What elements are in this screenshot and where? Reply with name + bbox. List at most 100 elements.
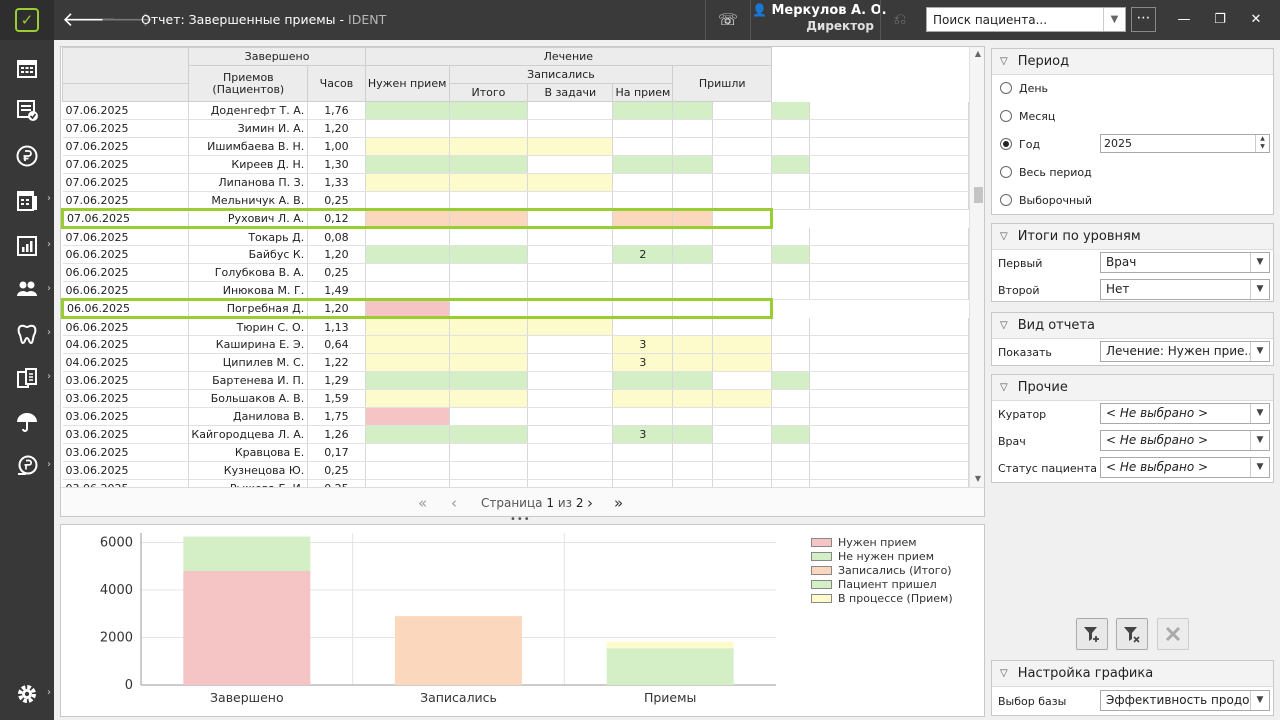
patient-status-select[interactable]: < Не выбрано > ▼ — [1100, 457, 1270, 478]
header-treatment[interactable]: Лечение — [364, 47, 773, 66]
next-page-icon[interactable]: › — [587, 494, 593, 512]
sidebar-item-analytics[interactable]: › — [0, 228, 54, 264]
table-row[interactable]: 03.06.2025 Кравцова Е. 0,17 — [62, 443, 969, 462]
levels-header[interactable]: ▽ Итоги по уровням — [992, 224, 1273, 250]
radio-button[interactable] — [1000, 194, 1012, 206]
sidebar-item-insurance[interactable] — [0, 404, 54, 440]
chevron-down-icon[interactable]: ▼ — [1250, 458, 1269, 477]
table-row[interactable]: 07.06.2025 Токарь Д. 0,08 — [62, 227, 969, 246]
curator-select[interactable]: < Не выбрано > ▼ — [1100, 403, 1270, 424]
spin-arrows-icon[interactable]: ▲ ▼ — [1255, 135, 1269, 152]
table-row[interactable]: 06.06.2025 Погребная Д. 1,20 — [61, 298, 969, 319]
period-option[interactable]: День — [1000, 79, 1048, 97]
reset-button[interactable] — [1157, 618, 1189, 650]
restore-icon[interactable]: ❐ — [1214, 12, 1226, 27]
radio-button[interactable] — [1000, 138, 1012, 150]
period-header[interactable]: ▽ Период — [992, 49, 1273, 75]
period-option[interactable]: Выборочный — [1000, 191, 1092, 209]
header-signed[interactable]: Записались — [448, 65, 674, 84]
view-header[interactable]: ▽ Вид отчета — [992, 313, 1273, 339]
search-input[interactable] — [927, 8, 1103, 31]
first-page-icon[interactable]: « — [418, 494, 428, 512]
forward-arrow-icon[interactable]: 🡒 — [100, 7, 154, 31]
table-row[interactable]: 07.06.2025 Липанова П. З. 1,33 — [62, 173, 969, 192]
report-grid[interactable]: Завершено Лечение Приемов (Пациентов) Ча… — [61, 47, 969, 487]
chevron-down-icon[interactable]: ▼ — [1103, 8, 1125, 31]
app-logo[interactable]: ✓ — [0, 0, 54, 40]
scroll-thumb[interactable] — [974, 187, 983, 203]
sidebar-item-payments[interactable]: › — [0, 448, 54, 484]
table-row[interactable]: 07.06.2025 Ишимбаева В. Н. 1,00 — [62, 137, 969, 156]
radio-button[interactable] — [1000, 166, 1012, 178]
sidebar-item-schedule[interactable] — [0, 50, 54, 86]
sidebar-item-patients[interactable]: › — [0, 272, 54, 308]
panel-splitter[interactable]: ••• — [510, 514, 531, 525]
patient-search[interactable]: ▼ — [926, 7, 1126, 32]
sidebar-item-dental[interactable]: › — [0, 316, 54, 352]
header-need-visit[interactable]: Нужен прием — [364, 65, 450, 102]
table-row[interactable]: 03.06.2025 Бартенева И. П. 1,29 — [62, 371, 969, 390]
user-info[interactable]: 👤 Меркулов А. О. Директор — [752, 3, 887, 33]
scroll-down-icon[interactable]: ▼ — [974, 474, 982, 483]
prev-page-icon[interactable]: ‹ — [451, 494, 457, 512]
show-select[interactable]: Лечение: Нужен прие... ▼ — [1100, 341, 1270, 362]
chart-settings-header[interactable]: ▽ Настройка графика — [992, 661, 1273, 687]
table-row[interactable]: 07.06.2025 Киреев Д. Н. 1,30 — [62, 155, 969, 174]
base-select[interactable]: Эффективность продо... ▼ — [1100, 690, 1270, 711]
radio-button[interactable] — [1000, 110, 1012, 122]
doctor-select[interactable]: < Не выбрано > ▼ — [1100, 430, 1270, 451]
table-row[interactable]: 03.06.2025 Кузнецова Ю. 0,25 — [62, 461, 969, 480]
table-row[interactable]: 06.06.2025 Голубкова В. А. 0,25 — [62, 263, 969, 282]
header-to-tasks[interactable]: В задачи — [527, 83, 614, 102]
apply-filter-button[interactable] — [1076, 618, 1108, 650]
last-page-icon[interactable]: » — [614, 494, 624, 512]
more-button[interactable]: ⋯ — [1131, 7, 1156, 32]
back-arrow-icon[interactable]: 🡐 — [62, 7, 116, 31]
header-to-visit[interactable]: На прием — [612, 83, 674, 102]
minimize-icon[interactable]: — — [1177, 12, 1191, 27]
grid-scrollbar[interactable]: ▲ ▼ — [969, 47, 984, 487]
table-row[interactable]: 03.06.2025 Большаков А. В. 1,59 — [62, 389, 969, 408]
chevron-down-icon[interactable]: ▼ — [1250, 431, 1269, 450]
return-icon[interactable]: ⎌ — [893, 9, 907, 28]
clear-filter-button[interactable] — [1116, 618, 1148, 650]
table-row[interactable]: 06.06.2025 Инюкова М. Г. 1,49 — [62, 281, 969, 300]
second-level-select[interactable]: Нет ▼ — [1100, 279, 1270, 300]
other-header[interactable]: ▽ Прочие — [992, 375, 1273, 401]
period-option[interactable]: Весь период — [1000, 163, 1092, 181]
table-row[interactable]: 04.06.2025 Ципилев М. С. 1,22 3 — [62, 353, 969, 372]
radio-button[interactable] — [1000, 82, 1012, 94]
header-completed[interactable]: Завершено — [188, 47, 366, 66]
chevron-down-icon[interactable]: ▼ — [1250, 253, 1269, 272]
sidebar-item-finance[interactable] — [0, 138, 54, 174]
table-row[interactable]: 07.06.2025 Мельничук А. В. 0,25 — [62, 191, 969, 210]
scroll-up-icon[interactable]: ▲ — [974, 49, 982, 58]
chevron-down-icon[interactable]: ▼ — [1250, 691, 1269, 710]
table-row[interactable]: 03.06.2025Рыжова Е. И.0,25 — [62, 479, 969, 487]
header-total[interactable]: Итого — [448, 83, 529, 102]
header-visits[interactable]: Приемов (Пациентов) — [188, 65, 309, 102]
table-row[interactable]: 06.06.2025 Тюрин С. О. 1,13 — [62, 317, 969, 336]
table-row[interactable]: 07.06.2025 Зимин И. А. 1,20 — [62, 119, 969, 138]
year-spinner[interactable]: 2025 ▲ ▼ — [1100, 134, 1270, 153]
table-row[interactable]: 07.06.2025 Доденгефт Т. А. 1,76 — [62, 101, 969, 120]
header-hours[interactable]: Часов — [307, 65, 366, 102]
phone-icon[interactable]: ☏ — [717, 10, 738, 29]
chevron-down-icon[interactable]: ▼ — [1250, 404, 1269, 423]
first-level-select[interactable]: Врач ▼ — [1100, 252, 1270, 273]
table-row[interactable]: 06.06.2025 Байбус К. 1,20 2 — [62, 245, 969, 264]
table-row[interactable]: 07.06.2025 Рухович Л. А. 0,12 — [61, 208, 969, 229]
close-icon[interactable]: ✕ — [1250, 12, 1262, 27]
chevron-down-icon[interactable]: ▼ — [1250, 342, 1269, 361]
period-option[interactable]: Год — [1000, 135, 1040, 153]
table-row[interactable]: 03.06.2025 Данилова В. 1,75 — [62, 407, 969, 426]
chevron-down-icon[interactable]: ▼ — [1250, 280, 1269, 299]
sidebar-item-reports[interactable]: › — [0, 182, 54, 218]
sidebar-item-tasks[interactable] — [0, 92, 54, 128]
period-option[interactable]: Месяц — [1000, 107, 1055, 125]
header-came[interactable]: Пришли — [672, 65, 773, 102]
sidebar-item-documents[interactable]: › — [0, 360, 54, 396]
table-row[interactable]: 04.06.2025 Каширина Е. Э. 0,64 3 — [62, 335, 969, 354]
table-row[interactable]: 03.06.2025 Кайгородцева Л. А. 1,26 3 — [62, 425, 969, 444]
sidebar-item-settings[interactable]: › — [0, 676, 54, 712]
